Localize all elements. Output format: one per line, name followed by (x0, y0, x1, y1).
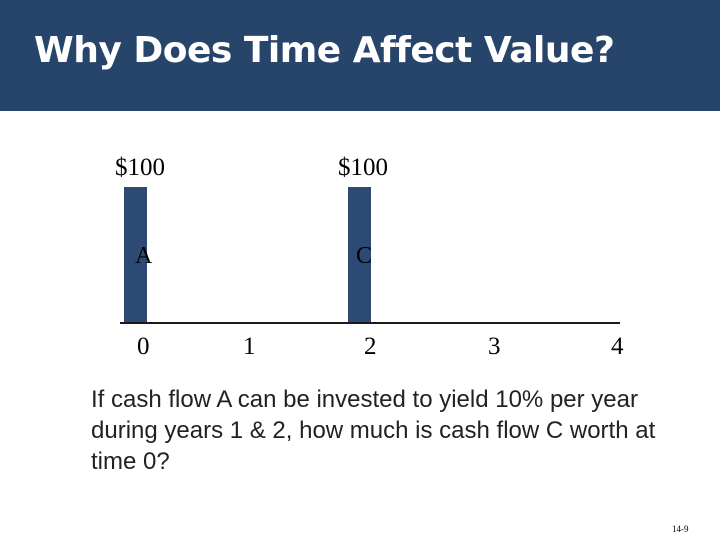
tick-label: 0 (137, 333, 150, 360)
tick-label: 1 (243, 333, 256, 360)
slide-header: Why Does Time Affect Value? (0, 0, 720, 111)
slide-page-number: 14-9 (672, 524, 689, 534)
timeline-axis (120, 322, 620, 324)
cash-flow-c-amount: $100 (338, 154, 388, 181)
question-text: If cash flow A can be invested to yield … (91, 386, 656, 475)
cash-flow-c-bar (348, 187, 371, 323)
cash-flow-a-bar (124, 187, 147, 323)
tick-label: 3 (488, 333, 501, 360)
slide-title: Why Does Time Affect Value? (34, 30, 615, 71)
tick-label: 2 (364, 333, 377, 360)
cash-flow-a-amount: $100 (115, 154, 165, 181)
cash-flow-a-label: A (135, 243, 153, 269)
tick-label: 4 (611, 333, 624, 360)
cash-flow-c-label: C (356, 243, 373, 269)
